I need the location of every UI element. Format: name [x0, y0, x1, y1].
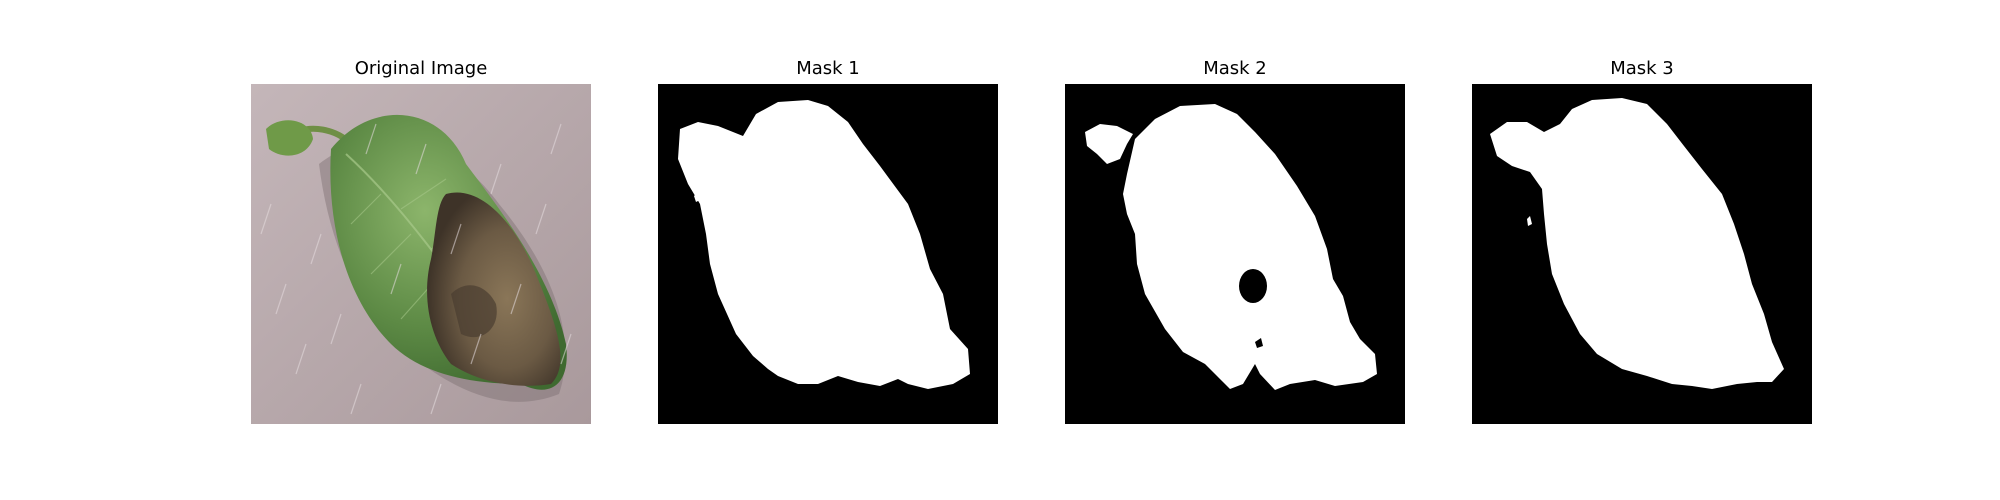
- mask-hole: [1239, 269, 1267, 303]
- small-leaf: [266, 120, 313, 156]
- mask-2-image: [1065, 84, 1405, 424]
- panel-mask-3: Mask 3: [1472, 57, 1812, 427]
- blight-region: [427, 192, 561, 386]
- mask-speck: [1527, 216, 1532, 226]
- mask-foreground: [678, 100, 970, 389]
- mask-1-image: [658, 84, 998, 424]
- mask-foreground: [1123, 104, 1377, 390]
- mask-fragment: [1085, 124, 1133, 164]
- panel-title: Mask 2: [1203, 58, 1267, 79]
- rain-streaks: [260, 123, 572, 415]
- mask-notch: [1255, 338, 1263, 348]
- leaf-veins: [350, 178, 482, 320]
- original-leaf-image: [251, 84, 591, 424]
- panel-title: Mask 1: [796, 58, 860, 79]
- mask-foreground: [1490, 98, 1784, 389]
- mask-3-image: [1472, 84, 1812, 424]
- panel-original-image: Original Image: [251, 57, 591, 427]
- panel-title: Original Image: [354, 58, 488, 79]
- blight-spot: [451, 285, 497, 338]
- panel-mask-1: Mask 1: [658, 57, 998, 427]
- mask-speck: [694, 192, 700, 202]
- panel-title: Mask 3: [1610, 58, 1674, 79]
- panel-mask-2: Mask 2: [1065, 57, 1405, 427]
